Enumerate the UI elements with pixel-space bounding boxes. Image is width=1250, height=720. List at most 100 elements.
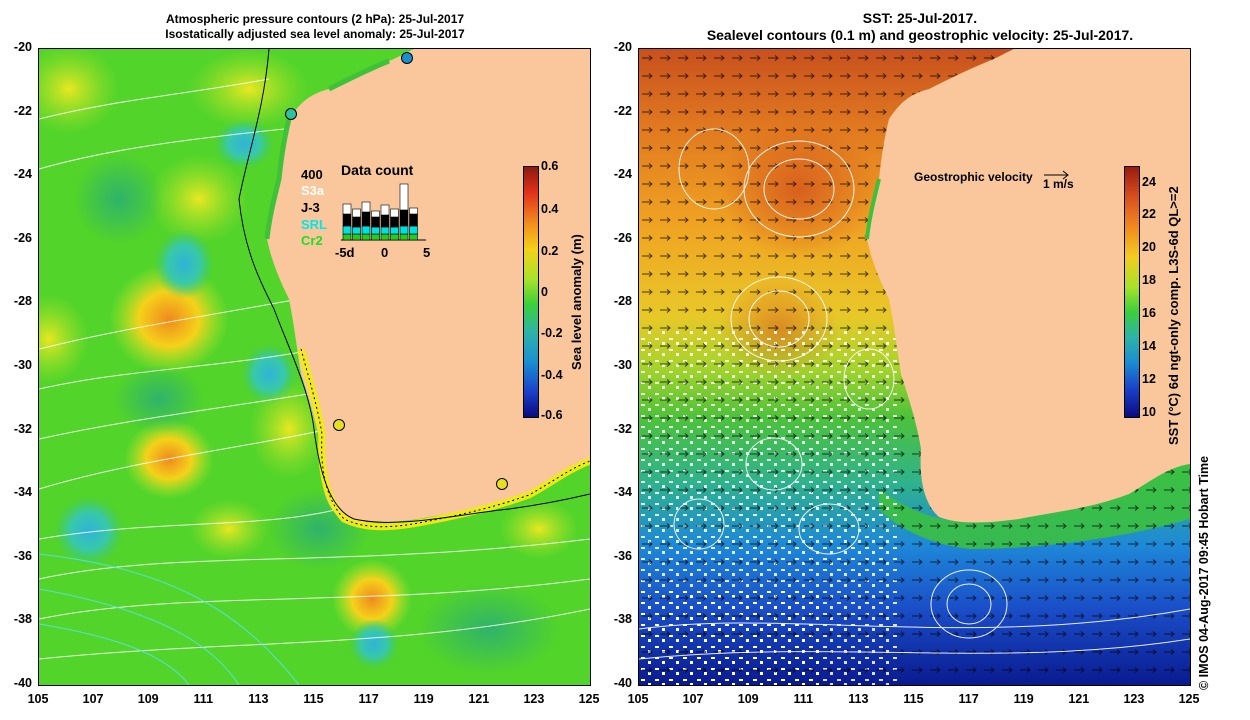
sst-tick-18: 18 <box>1142 273 1156 287</box>
histogram-bar-segment <box>361 211 371 227</box>
inset-mission-srl: SRL <box>301 217 327 232</box>
right-lon-tick: 113 <box>848 692 869 706</box>
histogram-bar-segment <box>409 233 418 241</box>
left-lon-tick: 113 <box>248 692 269 706</box>
left-lat-tick: -38 <box>13 612 32 627</box>
right-lat-tick: -34 <box>613 485 632 500</box>
histogram-bar-segment <box>371 210 380 218</box>
right-lon-tick: 119 <box>1013 692 1034 706</box>
sea-level-anomaly-map: 400 Data count S3a J-3 SRL Cr2 -5d 0 5 <box>38 48 591 686</box>
inset-mission-cr2: Cr2 <box>301 233 323 248</box>
left-lat-tick: -26 <box>13 230 32 245</box>
imos-credit: © IMOS 04-Aug-2017 09:45 Hobart Time <box>1197 455 1211 690</box>
left-lat-tick: -40 <box>13 676 32 690</box>
inset-xtick-0: 0 <box>381 245 389 260</box>
sla-colorbar <box>523 166 539 418</box>
sst-tick-16: 16 <box>1142 306 1156 320</box>
right-lon-tick: 125 <box>1178 692 1200 706</box>
histogram-bar-segment <box>352 226 361 235</box>
histogram-bar-segment <box>352 233 361 241</box>
histogram-bar-segment <box>371 233 380 241</box>
histogram-bar-segment <box>361 233 371 241</box>
right-lat-tick: -36 <box>613 548 632 563</box>
histogram-bar-segment <box>342 203 352 215</box>
right-lat-tick: -30 <box>613 358 632 372</box>
left-lat-tick: -20 <box>13 40 32 54</box>
histogram-bar-segment <box>380 204 390 216</box>
right-lat-tick: -22 <box>613 103 632 118</box>
data-count-histogram <box>341 183 426 241</box>
sst-tick-10: 10 <box>1142 405 1156 419</box>
sla-tick-0.4: 0.4 <box>541 202 559 216</box>
left-map-title: Atmospheric pressure contours (2 hPa): 2… <box>100 12 530 42</box>
sst-colorbar <box>1124 166 1140 418</box>
left-lat-tick: -36 <box>13 548 32 563</box>
right-lat-tick: -24 <box>613 167 632 182</box>
sla-tick-0: 0 <box>541 285 548 299</box>
right-lon-tick: 107 <box>682 692 704 706</box>
left-title-line2: Isostatically adjusted sea level anomaly… <box>165 27 465 41</box>
histogram-bar-segment <box>361 201 371 213</box>
velocity-key-arrow-icon <box>1044 170 1069 180</box>
inset-mission-s3a: S3a <box>301 183 325 198</box>
histogram-bar-segment <box>342 233 352 241</box>
sst-tick-12: 12 <box>1142 372 1156 386</box>
right-lon-tick: 109 <box>737 692 759 706</box>
right-lat-tick: -32 <box>613 421 632 436</box>
histogram-bar-segment <box>371 226 380 235</box>
right-lon-tick: 111 <box>793 692 814 706</box>
left-lat-tick: -22 <box>13 103 32 118</box>
histogram-bar-segment <box>390 233 399 241</box>
histogram-bar-segment <box>380 233 390 241</box>
histogram-bar-segment <box>399 183 409 211</box>
left-lat-tick: -24 <box>13 167 32 182</box>
right-lon-tick: 123 <box>1123 692 1145 706</box>
left-lon-tick: 105 <box>27 692 49 706</box>
right-map-title: SST: 25-Jul-2017. Sealevel contours (0.1… <box>640 10 1200 44</box>
histogram-bar-segment <box>390 208 399 218</box>
histogram-bar-segment <box>390 226 399 235</box>
inset-mission-j3: J-3 <box>301 200 320 215</box>
left-lon-tick: 119 <box>413 692 434 706</box>
left-lon-tick: 111 <box>193 692 214 706</box>
right-lat-tick: -20 <box>613 40 632 54</box>
sla-tick-m0.2: -0.2 <box>541 326 563 340</box>
histogram-bar-segment <box>361 225 371 235</box>
sst-map: Geostrophic velocity 1 m/s <box>638 48 1191 686</box>
left-lon-tick: 125 <box>578 692 600 706</box>
sla-tick-0.2: 0.2 <box>541 244 559 258</box>
histogram-bar-segment <box>409 225 418 235</box>
left-lon-tick: 107 <box>82 692 104 706</box>
inset-xtick-minus5d: -5d <box>335 245 355 260</box>
histogram-bar-segment <box>352 216 361 228</box>
inset-title: Data count <box>341 162 414 178</box>
sst-tick-22: 22 <box>1142 207 1156 221</box>
left-title-line1: Atmospheric pressure contours (2 hPa): 2… <box>165 12 465 26</box>
velocity-key-label: Geostrophic velocity <box>914 170 1033 184</box>
right-lat-tick: -38 <box>613 612 632 627</box>
left-lon-tick: 123 <box>523 692 545 706</box>
histogram-bar-segment <box>352 208 361 218</box>
histogram-bar-segment <box>342 213 352 227</box>
right-lat-tick: -26 <box>613 230 632 245</box>
histogram-bar-segment <box>409 207 418 215</box>
inset-xtick-5: 5 <box>423 245 431 260</box>
left-lat-tick: -30 <box>13 358 32 372</box>
right-lat-tick: -28 <box>613 294 632 309</box>
histogram-bar-segment <box>399 209 409 227</box>
sla-tick-0.6: 0.6 <box>541 159 559 173</box>
right-lon-tick: 121 <box>1068 692 1090 706</box>
right-lon-tick: 105 <box>627 692 649 706</box>
left-lat-tick: -28 <box>13 294 32 309</box>
sla-tick-m0.4: -0.4 <box>541 368 563 382</box>
left-lon-tick: 121 <box>468 692 490 706</box>
sst-tick-24: 24 <box>1142 175 1156 189</box>
sst-tick-20: 20 <box>1142 240 1156 254</box>
histogram-bar-segment <box>380 214 390 228</box>
histogram-bar-segment <box>342 225 352 235</box>
velocity-key-unit: 1 m/s <box>1043 177 1074 191</box>
histogram-bar-segment <box>399 225 409 235</box>
right-title-line2: Sealevel contours (0.1 m) and geostrophi… <box>706 27 1134 43</box>
histogram-bar-segment <box>390 216 399 228</box>
sst-tick-14: 14 <box>1142 339 1156 353</box>
